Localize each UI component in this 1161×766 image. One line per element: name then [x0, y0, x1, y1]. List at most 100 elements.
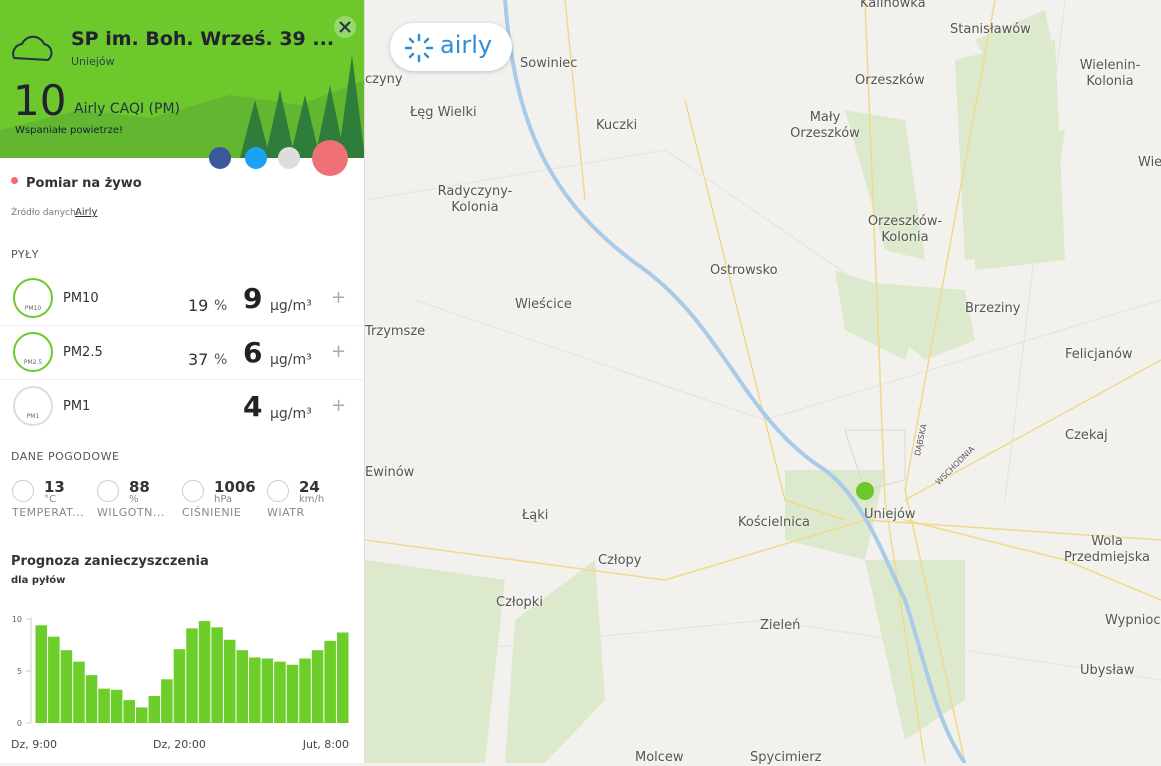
- weather-label: CIŚNIENIE: [182, 506, 242, 519]
- bar: [236, 650, 249, 723]
- bar: [161, 679, 173, 723]
- bar: [135, 707, 148, 723]
- expand: +: [331, 287, 347, 308]
- weather-item: 24 km/h WIATR: [267, 478, 352, 523]
- live: Pomiar na żywo: [26, 176, 142, 191]
- place-label: Orzeszków: [855, 73, 925, 88]
- weather-unit: %: [129, 494, 139, 505]
- bar: [311, 650, 324, 723]
- bar: [173, 649, 186, 723]
- verdict: Wspaniałe powietrze!: [15, 125, 124, 136]
- bar: [198, 621, 211, 723]
- place-label: Trzymsze: [365, 324, 426, 339]
- pm-value: 6: [243, 336, 263, 369]
- pm-name: PM10: [63, 291, 99, 306]
- weather-item: 1006 hPa CIŚNIENIE: [182, 478, 267, 523]
- pm-name: PM2.5: [63, 345, 103, 360]
- place-label: czyny: [365, 72, 403, 87]
- x-tick-label: Jut, 8:00: [302, 738, 349, 751]
- weather-item: 13 °C TEMPERAT...: [12, 478, 97, 523]
- bar: [98, 688, 110, 723]
- y-tick-label: 5: [17, 667, 22, 676]
- bar: [249, 657, 261, 723]
- bar: [223, 639, 236, 723]
- weather-icon: [267, 480, 289, 502]
- place-label: Mały Orzeszków: [790, 110, 860, 141]
- place-label: Człopki: [496, 595, 543, 610]
- pm-unit: µg/m³: [270, 298, 312, 314]
- expand: +: [331, 341, 347, 362]
- place-label: Łęg Wielki: [410, 105, 477, 120]
- place-label: Spycimierz: [750, 750, 822, 765]
- pm-icon: PM10: [13, 278, 53, 318]
- weather-label: WILGOTN...: [97, 506, 165, 519]
- pm-value: 4: [243, 390, 263, 423]
- pm-icon: PM2.5: [13, 332, 53, 372]
- place-label: Kuczki: [596, 118, 638, 133]
- weather-icon: [97, 480, 119, 502]
- pm-unit: µg/m³: [270, 352, 312, 368]
- forecast-chart: 0 5 10 Dz, 9:00 Dz, 20:00 Jut, 8:00: [11, 615, 349, 751]
- caqi-label: Airly CAQI (PM): [74, 101, 180, 117]
- caqi-value: 10: [13, 76, 67, 125]
- bar: [73, 661, 85, 723]
- bar: [85, 675, 98, 723]
- logo: airly: [440, 31, 493, 59]
- bar: [35, 625, 48, 723]
- y-tick-label: 0: [17, 719, 22, 728]
- weather-icon: [182, 480, 204, 502]
- station-marker[interactable]: [856, 482, 874, 500]
- pm-value: 9: [243, 282, 263, 315]
- place-label: Zieleń: [760, 618, 801, 633]
- place-label: Brzeziny: [965, 301, 1021, 316]
- bar: [261, 658, 274, 723]
- percent-unit: %: [214, 298, 228, 314]
- bar: [274, 661, 286, 723]
- weather-label: WIATR: [267, 506, 305, 519]
- bar: [336, 632, 349, 723]
- expand: +: [331, 395, 347, 416]
- place-label: Wypnioc: [1105, 613, 1161, 628]
- live-dot: [11, 177, 18, 184]
- share-icons[interactable]: [205, 140, 355, 180]
- bar: [299, 658, 311, 723]
- weather-value: 24: [299, 478, 320, 496]
- weather-unit: hPa: [214, 494, 233, 505]
- pm-unit: µg/m³: [270, 406, 312, 422]
- chart-subtitle: dla pyłów: [11, 575, 66, 586]
- bar: [186, 628, 198, 723]
- place-label: Wola Przedmiejska: [1064, 534, 1150, 565]
- side-panel: SP im. Boh. Wrześ. 39 ... Uniejów 10 Air…: [0, 0, 365, 763]
- place-label: Kościelnica: [738, 515, 810, 530]
- weather-icon: [12, 480, 34, 502]
- bar: [48, 636, 60, 723]
- map[interactable]: [365, 0, 1161, 763]
- weather-unit: °C: [44, 494, 56, 505]
- place-label: Ewinów: [365, 465, 415, 480]
- place-label: Wieścice: [515, 297, 572, 312]
- bar: [148, 695, 161, 723]
- dust-row: PM1 PM1 4 µg/m³ +: [0, 380, 364, 434]
- weather-value: 1006: [214, 478, 256, 496]
- chart-title: Prognoza zanieczyszczenia: [11, 554, 209, 569]
- bar: [211, 627, 223, 723]
- source-link[interactable]: Airly: [75, 207, 98, 218]
- weather-unit: km/h: [299, 494, 325, 505]
- place-label: Czekaj: [1065, 428, 1108, 443]
- bar: [60, 650, 73, 723]
- place-label: Ostrowsko: [710, 263, 778, 278]
- x-tick-label: Dz, 9:00: [11, 738, 57, 751]
- weather-item: 88% WILGOTN...: [97, 478, 182, 523]
- place-label: Łąki: [522, 508, 549, 523]
- bar: [324, 640, 336, 723]
- place-label: Wie: [1138, 155, 1161, 170]
- place-label: Wielenin-Kolonia: [1079, 58, 1141, 89]
- bar: [286, 664, 299, 723]
- header-art: [0, 16, 364, 158]
- place-label: Uniejów: [864, 507, 916, 522]
- place-label: Molcew: [635, 750, 684, 765]
- logo-box[interactable]: airly: [390, 23, 512, 71]
- source-label: Źródło danych:: [11, 208, 79, 218]
- weather-label: TEMPERAT...: [12, 506, 85, 519]
- weather-value: 88: [129, 478, 150, 496]
